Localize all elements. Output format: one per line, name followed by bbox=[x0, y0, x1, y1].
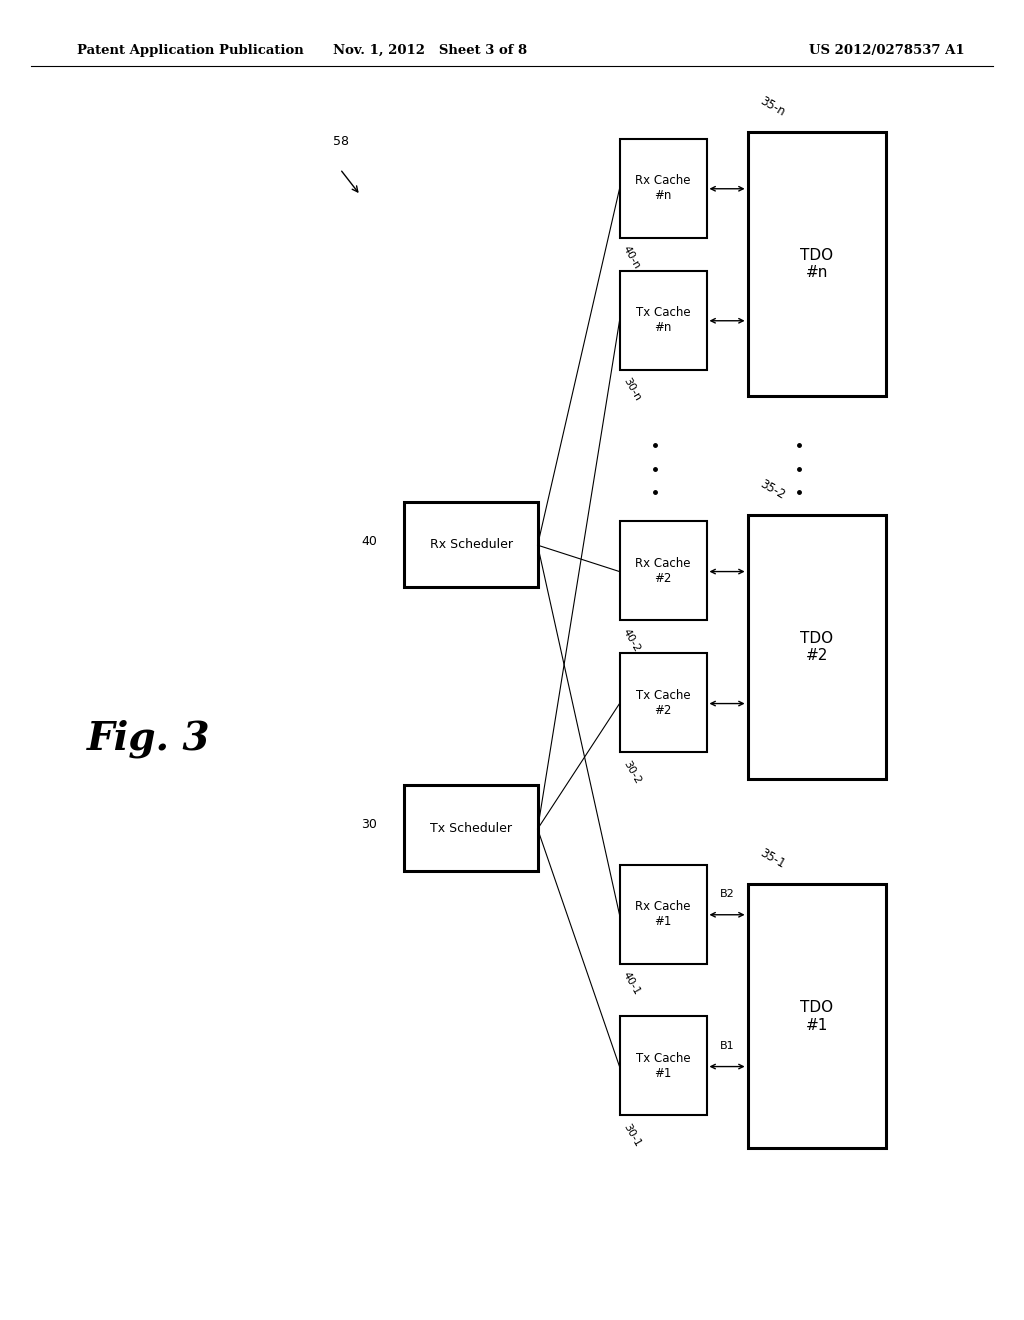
Text: 58: 58 bbox=[333, 135, 349, 148]
Text: TDO
#n: TDO #n bbox=[800, 248, 834, 280]
Text: Rx Cache
#2: Rx Cache #2 bbox=[635, 557, 691, 585]
Text: B1: B1 bbox=[720, 1040, 734, 1051]
Text: Fig. 3: Fig. 3 bbox=[87, 719, 211, 759]
Text: 35-n: 35-n bbox=[758, 94, 787, 119]
Bar bbox=[404, 785, 538, 871]
Text: 30: 30 bbox=[360, 818, 377, 832]
Text: 35-1: 35-1 bbox=[758, 846, 787, 871]
Bar bbox=[620, 653, 707, 752]
Text: 30-n: 30-n bbox=[622, 376, 642, 403]
Text: TDO
#2: TDO #2 bbox=[800, 631, 834, 663]
Text: B2: B2 bbox=[720, 888, 734, 899]
Bar bbox=[620, 271, 707, 370]
Bar bbox=[620, 139, 707, 238]
Bar bbox=[404, 502, 538, 587]
Bar bbox=[620, 865, 707, 964]
Text: US 2012/0278537 A1: US 2012/0278537 A1 bbox=[809, 44, 965, 57]
Text: 30-1: 30-1 bbox=[622, 1122, 642, 1148]
Bar bbox=[620, 521, 707, 620]
Bar bbox=[620, 1016, 707, 1115]
Text: 35-2: 35-2 bbox=[758, 477, 787, 502]
Text: TDO
#1: TDO #1 bbox=[800, 1001, 834, 1032]
Text: Rx Cache
#1: Rx Cache #1 bbox=[635, 900, 691, 928]
Text: Rx Cache
#n: Rx Cache #n bbox=[635, 174, 691, 202]
Bar bbox=[748, 515, 886, 779]
Text: Tx Cache
#n: Tx Cache #n bbox=[636, 306, 690, 334]
Text: Tx Cache
#1: Tx Cache #1 bbox=[636, 1052, 690, 1080]
Text: 40: 40 bbox=[360, 535, 377, 548]
Text: Patent Application Publication: Patent Application Publication bbox=[77, 44, 303, 57]
Text: Tx Cache
#2: Tx Cache #2 bbox=[636, 689, 690, 717]
Text: 30-2: 30-2 bbox=[622, 759, 642, 785]
Bar bbox=[748, 884, 886, 1148]
Text: 40-1: 40-1 bbox=[622, 970, 642, 997]
Text: Rx Scheduler: Rx Scheduler bbox=[429, 539, 513, 550]
Text: Nov. 1, 2012   Sheet 3 of 8: Nov. 1, 2012 Sheet 3 of 8 bbox=[333, 44, 527, 57]
Text: Tx Scheduler: Tx Scheduler bbox=[430, 822, 512, 834]
Text: 40-2: 40-2 bbox=[622, 627, 642, 653]
Text: 40-n: 40-n bbox=[622, 244, 642, 271]
Bar bbox=[748, 132, 886, 396]
